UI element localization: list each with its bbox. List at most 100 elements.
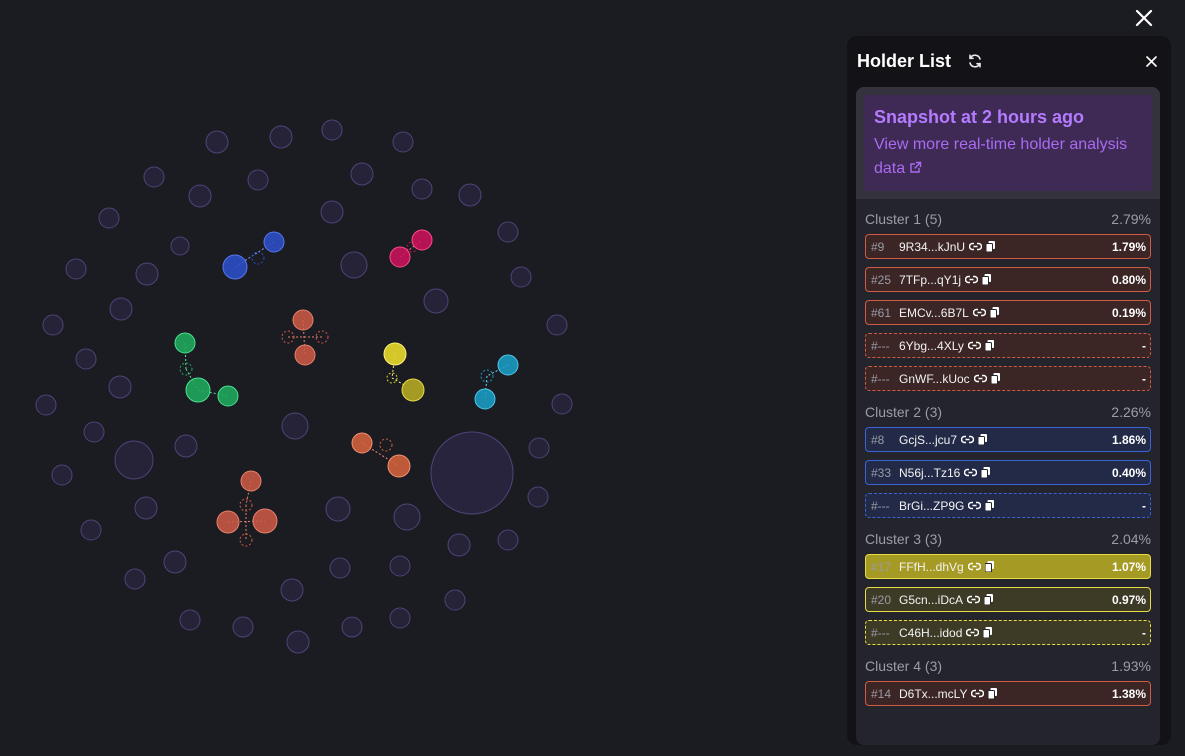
holder-bubble[interactable] xyxy=(321,119,343,141)
holder-bubble[interactable] xyxy=(75,348,97,370)
cluster-bubble-hidden[interactable] xyxy=(480,369,494,383)
holder-row[interactable]: #14 D6Tx...mcLY 1.38% xyxy=(865,681,1151,706)
holder-bubble[interactable] xyxy=(444,589,466,611)
holder-bubble-largest[interactable] xyxy=(430,431,514,515)
cluster-bubble[interactable] xyxy=(294,344,316,366)
holder-bubble[interactable] xyxy=(510,266,532,288)
link-icon[interactable] xyxy=(967,562,981,571)
cluster-bubble[interactable] xyxy=(216,510,240,534)
holder-address[interactable]: EMCv...6B7L xyxy=(899,305,969,320)
cluster-bubble[interactable] xyxy=(351,432,373,454)
link-icon[interactable] xyxy=(971,689,985,698)
external-link-icon[interactable] xyxy=(909,158,922,182)
holder-bubble-large[interactable] xyxy=(114,440,154,480)
cluster-bubble[interactable] xyxy=(252,508,278,534)
holder-bubble[interactable] xyxy=(232,616,254,638)
holder-row[interactable]: #--- GnWF...kUoc - xyxy=(865,366,1151,391)
holder-row[interactable]: #20 G5cn...iDcA 0.97% xyxy=(865,587,1151,612)
link-icon[interactable] xyxy=(966,628,980,637)
cluster-bubble[interactable] xyxy=(217,385,239,407)
holder-bubble[interactable] xyxy=(269,125,293,149)
holder-bubble[interactable] xyxy=(170,236,190,256)
holder-bubble[interactable] xyxy=(392,131,414,153)
holder-bubble[interactable] xyxy=(124,568,146,590)
cluster-bubble[interactable] xyxy=(185,377,211,403)
holder-address[interactable]: 7TFp...qY1j xyxy=(899,272,962,287)
holder-row[interactable]: #9 9R34...kJnU 1.79% xyxy=(865,234,1151,259)
link-icon[interactable] xyxy=(964,468,978,477)
holder-row[interactable]: #61 EMCv...6B7L 0.19% xyxy=(865,300,1151,325)
holder-bubble[interactable] xyxy=(80,519,102,541)
holder-bubble[interactable] xyxy=(281,412,309,440)
refresh-icon[interactable] xyxy=(965,51,985,71)
holder-address[interactable]: D6Tx...mcLY xyxy=(899,686,968,701)
holder-row[interactable]: #33 N56j...Tz16 0.40% xyxy=(865,460,1151,485)
holder-row[interactable]: #--- C46H...idod - xyxy=(865,620,1151,645)
holder-bubble[interactable] xyxy=(497,529,519,551)
holder-address[interactable]: GnWF...kUoc xyxy=(899,371,970,386)
holder-row[interactable]: #--- 6Ybg...4XLy - xyxy=(865,333,1151,358)
copy-icon[interactable] xyxy=(984,340,994,351)
close-icon[interactable] xyxy=(1130,4,1158,32)
holder-address[interactable]: N56j...Tz16 xyxy=(899,465,961,480)
link-icon[interactable] xyxy=(965,275,979,284)
copy-icon[interactable] xyxy=(983,627,993,638)
holder-address[interactable]: G5cn...iDcA xyxy=(899,592,964,607)
holder-row[interactable]: #17 FFfH...dhVg 1.07% xyxy=(865,554,1151,579)
holder-bubble[interactable] xyxy=(65,258,87,280)
holder-address[interactable]: GcjS...jcu7 xyxy=(899,432,958,447)
cluster-bubble[interactable] xyxy=(174,332,196,354)
cluster-bubble[interactable] xyxy=(292,309,314,331)
holder-bubble[interactable] xyxy=(411,178,433,200)
holder-bubble[interactable] xyxy=(551,393,573,415)
analysis-link[interactable]: View more real-time holder analysis data xyxy=(874,133,1142,182)
link-icon[interactable] xyxy=(967,595,981,604)
close-icon[interactable] xyxy=(1141,51,1161,71)
copy-icon[interactable] xyxy=(984,594,994,605)
cluster-bubble[interactable] xyxy=(383,342,407,366)
cluster-bubble[interactable] xyxy=(263,231,285,253)
holder-bubble[interactable] xyxy=(286,630,310,654)
cluster-bubble[interactable] xyxy=(240,470,262,492)
holder-row[interactable]: #25 7TFp...qY1j 0.80% xyxy=(865,267,1151,292)
cluster-bubble-hidden[interactable] xyxy=(379,438,393,452)
link-icon[interactable] xyxy=(968,501,982,510)
link-icon[interactable] xyxy=(967,341,981,350)
copy-icon[interactable] xyxy=(990,373,1000,384)
holder-bubble[interactable] xyxy=(247,169,269,191)
holder-bubble[interactable] xyxy=(174,434,198,458)
cluster-bubble-hidden[interactable] xyxy=(239,498,253,512)
holder-bubble[interactable] xyxy=(389,555,411,577)
holder-bubble[interactable] xyxy=(163,550,187,574)
holder-address[interactable]: C46H...idod xyxy=(899,625,963,640)
holder-bubble[interactable] xyxy=(42,314,64,336)
holder-bubble[interactable] xyxy=(527,486,549,508)
holder-address[interactable]: 6Ybg...4XLy xyxy=(899,338,964,353)
cluster-header[interactable]: Cluster 4 (3) 1.93% xyxy=(865,655,1151,677)
link-icon[interactable] xyxy=(972,308,986,317)
holder-bubble[interactable] xyxy=(280,578,304,602)
bubble-map[interactable] xyxy=(0,0,840,756)
cluster-bubble-hidden[interactable] xyxy=(281,330,295,344)
link-icon[interactable] xyxy=(969,242,983,251)
holder-bubble[interactable] xyxy=(205,130,229,154)
holder-bubble[interactable] xyxy=(98,207,120,229)
cluster-header[interactable]: Cluster 1 (5) 2.79% xyxy=(865,208,1151,230)
holder-row[interactable]: #8 GcjS...jcu7 1.86% xyxy=(865,427,1151,452)
holder-address[interactable]: 9R34...kJnU xyxy=(899,239,966,254)
holder-bubble[interactable] xyxy=(528,437,550,459)
copy-icon[interactable] xyxy=(985,500,995,511)
holder-bubble[interactable] xyxy=(329,557,351,579)
holder-bubble[interactable] xyxy=(109,297,133,321)
holder-bubble[interactable] xyxy=(325,496,351,522)
holder-bubble[interactable] xyxy=(546,314,568,336)
cluster-header[interactable]: Cluster 3 (3) 2.04% xyxy=(865,528,1151,550)
copy-icon[interactable] xyxy=(978,434,988,445)
holder-bubble[interactable] xyxy=(83,421,105,443)
holder-bubble[interactable] xyxy=(423,288,449,314)
cluster-bubble[interactable] xyxy=(387,454,411,478)
holder-bubble[interactable] xyxy=(458,183,482,207)
cluster-bubble[interactable] xyxy=(222,254,248,280)
cluster-bubble-hidden[interactable] xyxy=(179,362,193,376)
holder-list-content[interactable]: Snapshot at 2 hours ago View more real-t… xyxy=(856,87,1160,745)
